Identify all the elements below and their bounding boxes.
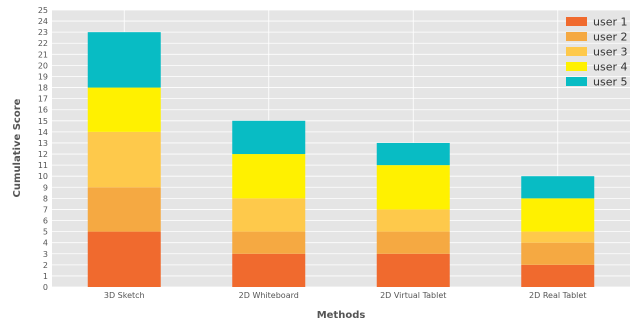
y-tick-label: 1	[43, 272, 48, 281]
legend-swatch	[566, 32, 587, 41]
y-tick-label: 9	[43, 183, 48, 192]
bar-segment	[521, 198, 595, 232]
x-tick-label: 2D Real Tablet	[529, 291, 586, 300]
y-tick-label: 18	[38, 84, 48, 93]
legend-label: user 5	[593, 76, 628, 89]
y-tick-label: 16	[38, 106, 48, 115]
bar-segment	[232, 253, 306, 287]
legend: user 1 user 2 user 3 user 4 user 5	[566, 16, 628, 89]
bar-segment	[87, 187, 161, 232]
y-tick-label: 8	[43, 194, 48, 203]
y-tick-label: 19	[38, 72, 48, 81]
bar-segment	[376, 165, 450, 210]
y-tick-label: 13	[38, 139, 48, 148]
x-axis-ticks: 3D Sketch 2D Whiteboard 2D Virtual Tablet 2…	[104, 291, 587, 300]
y-axis-title: Cumulative Score	[12, 98, 23, 197]
bar-segment	[87, 87, 161, 132]
bar-stacks	[87, 32, 595, 287]
y-tick-label: 12	[38, 150, 48, 159]
bar-segment	[521, 176, 595, 199]
legend-label: user 2	[593, 31, 628, 44]
bar-segment	[232, 231, 306, 254]
bar-segment	[521, 231, 595, 243]
y-tick-label: 21	[38, 50, 48, 59]
x-tick-label: 2D Whiteboard	[239, 291, 299, 300]
legend-label: user 1	[593, 16, 628, 29]
y-tick-label: 25	[38, 6, 48, 15]
bar-segment	[232, 154, 306, 199]
legend-label: user 3	[593, 46, 628, 59]
y-tick-label: 7	[43, 205, 48, 214]
legend-label: user 4	[593, 61, 628, 74]
y-tick-label: 11	[38, 161, 48, 170]
y-tick-label: 24	[38, 17, 48, 26]
legend-swatch	[566, 17, 587, 26]
y-axis-ticks: 0123456789101112131415161718192021222324…	[38, 6, 48, 292]
x-axis-title: Methods	[317, 310, 366, 320]
y-tick-label: 23	[38, 28, 48, 37]
y-tick-label: 17	[38, 95, 48, 104]
bar-segment	[87, 231, 161, 287]
y-tick-label: 14	[38, 128, 48, 137]
bar-segment	[521, 264, 595, 287]
bar-segment	[376, 253, 450, 287]
bar-segment	[232, 120, 306, 155]
bar-segment	[376, 231, 450, 254]
x-tick-label: 2D Virtual Tablet	[380, 291, 446, 300]
bar-segment	[232, 198, 306, 232]
x-tick-label: 3D Sketch	[104, 291, 145, 300]
y-tick-label: 3	[43, 250, 48, 259]
y-tick-label: 10	[38, 172, 48, 181]
legend-swatch	[566, 77, 587, 86]
y-tick-label: 15	[38, 117, 48, 126]
bar-segment	[376, 142, 450, 166]
y-tick-label: 22	[38, 39, 48, 48]
bar-segment	[376, 209, 450, 232]
y-tick-label: 4	[43, 239, 48, 248]
y-tick-label: 6	[43, 217, 48, 226]
y-tick-label: 2	[43, 261, 48, 270]
bar-segment	[87, 131, 161, 188]
y-tick-label: 0	[43, 283, 48, 292]
bar-segment	[521, 242, 595, 265]
legend-swatch	[566, 62, 587, 71]
y-tick-label: 5	[43, 228, 48, 237]
legend-swatch	[566, 47, 587, 56]
bar-segment	[87, 32, 161, 88]
y-tick-label: 20	[38, 61, 48, 70]
